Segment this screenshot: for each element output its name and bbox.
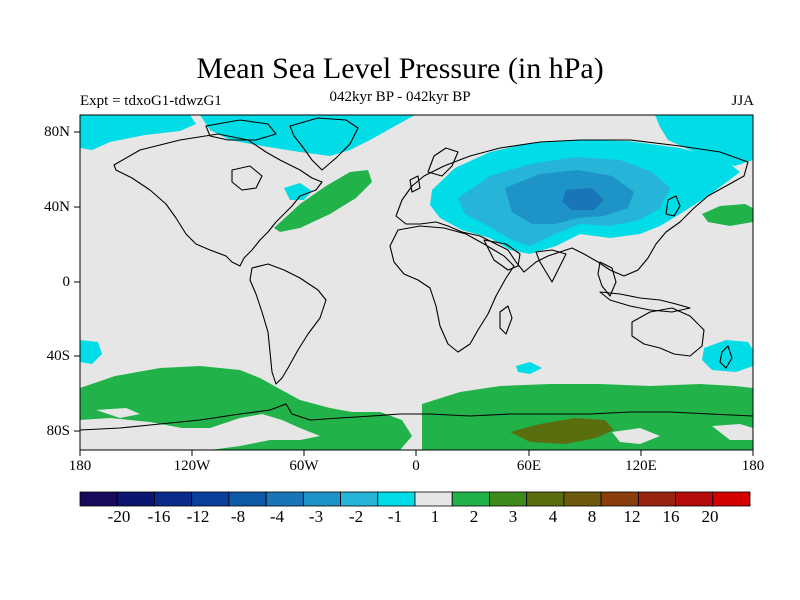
lat-label-80s: 80S: [46, 423, 70, 439]
colorbar-box: [154, 491, 193, 507]
coastline-new-zealand: [719, 345, 733, 369]
period-label: 042kyr BP - 042kyr BP: [329, 89, 471, 105]
map-frame: [74, 114, 754, 456]
colorbar-box: [600, 491, 639, 507]
colorbar-label: -3: [308, 507, 324, 526]
colorbar-label: 8: [587, 507, 597, 526]
colorbar: [79, 491, 751, 507]
lon-label-60w: 60W: [289, 458, 319, 474]
lon-label-0: 0: [412, 458, 420, 474]
anomaly-blue-asia-inner: [562, 188, 604, 210]
neutral-gap-west-antarctica: [80, 414, 320, 450]
colorbar-box: [340, 491, 379, 507]
map-title: Mean Sea Level Pressure (in hPa): [196, 52, 604, 85]
coastline-canadian-arctic: [205, 119, 277, 141]
lon-label-120e: 120E: [625, 458, 657, 474]
colorbar-box: [377, 491, 416, 507]
colorbar-label: 12: [623, 507, 641, 526]
season-label: JJA: [731, 93, 754, 109]
neutral-gap-pacific-edge: [712, 424, 753, 440]
colorbar-label: -16: [147, 507, 171, 526]
colorbar-box: [563, 491, 602, 507]
coastline-japan: [665, 195, 681, 217]
colorbar-box: [302, 491, 341, 507]
colorbar-box: [451, 491, 490, 507]
colorbar-label: -2: [348, 507, 364, 526]
coastline-hudson-bay: [231, 165, 263, 191]
anomaly-green-southern-ocean-mid: [352, 418, 394, 440]
coastline-antarctica: [79, 403, 754, 431]
colorbar-box: [526, 491, 565, 507]
colorbar-box: [116, 491, 155, 507]
colorbar-label: 16: [662, 507, 680, 526]
lat-label-40s: 40S: [46, 348, 70, 364]
colorbar-box: [228, 491, 267, 507]
coastline-india: [535, 249, 567, 283]
lon-label-60e: 60E: [516, 458, 542, 474]
anomaly-cyan-tasman: [702, 340, 753, 372]
colorbar-box: [191, 491, 230, 507]
colorbar-label: 20: [701, 507, 719, 526]
coastline-arabia: [483, 239, 521, 271]
colorbar-label: -8: [230, 507, 246, 526]
colorbar-label: -12: [186, 507, 210, 526]
lat-label-40n: 40N: [44, 199, 70, 215]
coastline-british-isles: [409, 175, 421, 193]
anomaly-olive-east-antarctica: [510, 418, 614, 444]
anomaly-cyan-greenland: [200, 115, 415, 156]
anomaly-cyan-south-pacific: [80, 340, 102, 364]
colorbar-box: [675, 491, 714, 507]
colorbar-label: -1: [387, 507, 403, 526]
colorbar-box: [712, 491, 751, 507]
lon-label-180e: 180: [741, 458, 765, 474]
colorbar-label: 3: [508, 507, 518, 526]
lat-label-80n: 80N: [44, 124, 70, 140]
anomaly-cyan-arctic-west: [80, 115, 196, 150]
coastline-greenland: [289, 117, 359, 171]
colorbar-box: [489, 491, 528, 507]
colorbar-label: 1: [430, 507, 440, 526]
neutral-gap-east-antarctica: [612, 428, 660, 444]
anomaly-green-north-pacific: [702, 204, 753, 226]
coastline-madagascar: [499, 305, 513, 335]
coastline-southeast-asia: [597, 261, 617, 297]
anomaly-cyan-canada: [284, 183, 312, 200]
pressure-anomaly-fields: [80, 115, 753, 450]
anomaly-green-north-atlantic: [274, 170, 372, 232]
anomaly-green-southern-ocean-east: [422, 384, 753, 450]
coastline-indonesia: [599, 291, 691, 313]
anomaly-cyan-ne-pacific: [655, 115, 753, 166]
lon-label-180w: 180: [68, 458, 92, 474]
coastline-north-america: [113, 133, 323, 267]
coastline-africa: [389, 225, 515, 353]
lon-label-120w: 120W: [173, 458, 211, 474]
colorbar-box: [265, 491, 304, 507]
experiment-label: Expt = tdxoG1-tdwzG1: [80, 93, 222, 109]
neutral-gap-ross-sea: [96, 408, 140, 418]
colorbar-label: 4: [548, 507, 558, 526]
lat-label-0: 0: [62, 274, 71, 290]
coastline-australia: [631, 307, 705, 357]
coastline-scandinavia: [427, 147, 459, 177]
colorbar-label: -4: [269, 507, 285, 526]
anomaly-cyan-indian-ocean: [516, 362, 542, 374]
colorbar-box: [79, 491, 118, 507]
colorbar-box: [637, 491, 676, 507]
colorbar-label: -20: [107, 507, 131, 526]
coastlines: [79, 117, 754, 431]
colorbar-label: 2: [469, 507, 479, 526]
coastline-south-america: [249, 263, 327, 385]
colorbar-box: [414, 491, 453, 507]
